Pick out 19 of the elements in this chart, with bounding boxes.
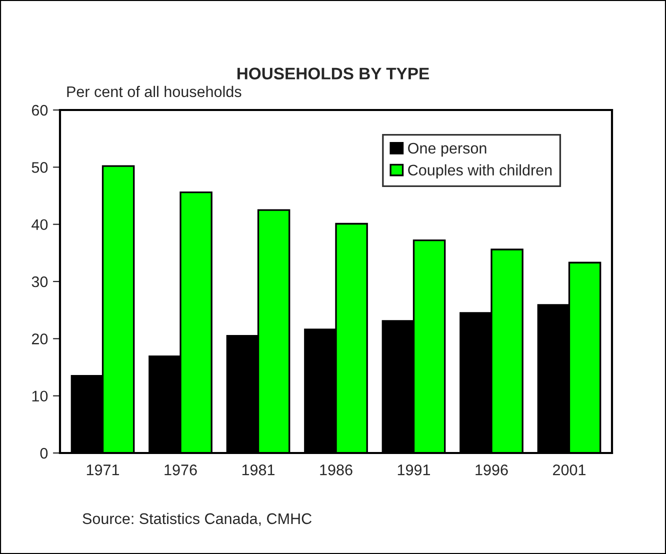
x-tick-label: 1996 [476,464,508,476]
x-tick-label: 2001 [553,464,586,476]
chart-title: HOUSEHOLDS BY TYPE [237,68,429,80]
y-tick-label: 0 [40,448,48,459]
y-tick-label: 10 [32,390,48,402]
source-note: Source: Statistics Canada, CMHC [82,512,312,526]
y-tick-label: 60 [32,104,48,116]
y-axis-title: Per cent of all households [67,86,242,98]
y-tick-label: 20 [32,334,48,344]
x-tick-label: 1971 [86,464,120,476]
x-tick-label: 1986 [320,464,352,476]
legend-label: Couples with children [408,164,552,179]
y-tick-label: 40 [32,219,48,230]
y-tick-label: 30 [32,276,48,288]
x-tick-label: 1981 [242,464,275,476]
x-tick-label: 1976 [164,464,197,476]
y-tick-label: 50 [32,162,48,173]
legend-label: One person [408,142,486,157]
x-tick-label: 1991 [398,464,430,476]
